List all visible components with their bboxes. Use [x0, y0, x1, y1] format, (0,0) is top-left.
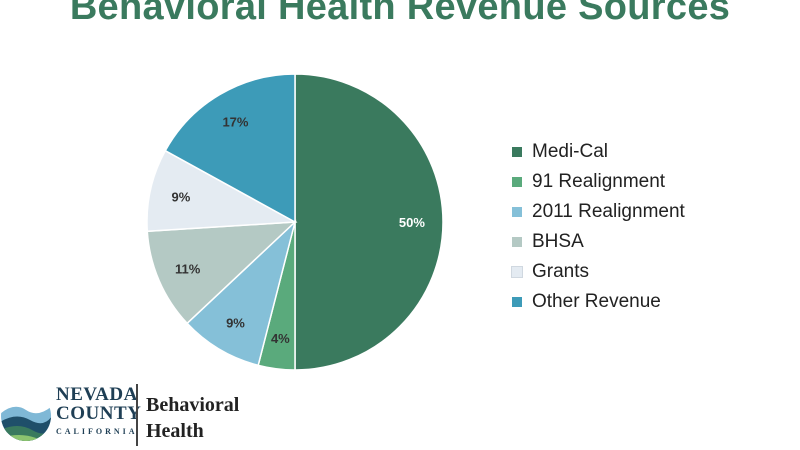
- pie-slice-4: [146, 149, 298, 233]
- legend-swatch-4: [511, 266, 523, 278]
- logo-subtitle: CALIFORNIA: [56, 427, 138, 436]
- chart-title: Behavioral Health Revenue Sources: [69, 0, 731, 28]
- legend-label-3: BHSA: [532, 231, 584, 252]
- pie-slice-0: [294, 73, 444, 371]
- department-name: Behavioral Health: [146, 392, 239, 444]
- logo-line-1: NEVADA: [56, 384, 138, 405]
- legend-item-0: Medi-Cal: [512, 137, 685, 167]
- department-line-1: Behavioral: [146, 394, 240, 416]
- legend-item-4: Grants: [511, 257, 685, 287]
- slice-label-4: 9%: [171, 189, 190, 204]
- legend-label-0: Medi-Cal: [532, 141, 609, 162]
- slice-label-3: 11%: [175, 261, 201, 276]
- logo-line-2: COUNTY: [56, 403, 142, 424]
- logo-wordmark: NEVADA COUNTY CALIFORNIA: [56, 385, 141, 436]
- pie-slice-5: [164, 73, 296, 224]
- pie-slice-3: [146, 221, 298, 325]
- nevada-county-logo: NEVADA COUNTY CALIFORNIA Behavioral Heal…: [0, 380, 300, 450]
- legend-swatch-2: [512, 207, 522, 217]
- legend-swatch-1: [512, 177, 522, 187]
- chart-legend: Medi-Cal 91 Realignment 2011 Realignment BH…: [511, 137, 685, 317]
- legend-item-2: 2011 Realignment: [512, 197, 685, 227]
- legend-label-1: 91 Realignment: [532, 171, 666, 192]
- slice-label-5: 17%: [222, 114, 248, 129]
- legend-swatch-5: [512, 297, 522, 307]
- legend-swatch-3: [512, 237, 522, 247]
- legend-label-4: Grants: [532, 261, 590, 282]
- legend-item-5: Other Revenue: [512, 287, 685, 317]
- hills-logo-icon: [1, 391, 51, 441]
- legend-swatch-0: [512, 147, 522, 157]
- legend-item-3: BHSA: [512, 227, 685, 257]
- slice-label-1: 4%: [271, 331, 290, 346]
- logo-divider: [136, 384, 138, 446]
- legend-label-5: Other Revenue: [532, 291, 661, 312]
- slice-label-2: 9%: [226, 316, 245, 331]
- pie-slice-2: [186, 219, 297, 367]
- legend-label-2: 2011 Realignment: [532, 201, 685, 222]
- department-line-2: Health: [146, 420, 204, 442]
- slice-label-0: 50%: [399, 215, 425, 230]
- legend-item-1: 91 Realignment: [512, 167, 685, 197]
